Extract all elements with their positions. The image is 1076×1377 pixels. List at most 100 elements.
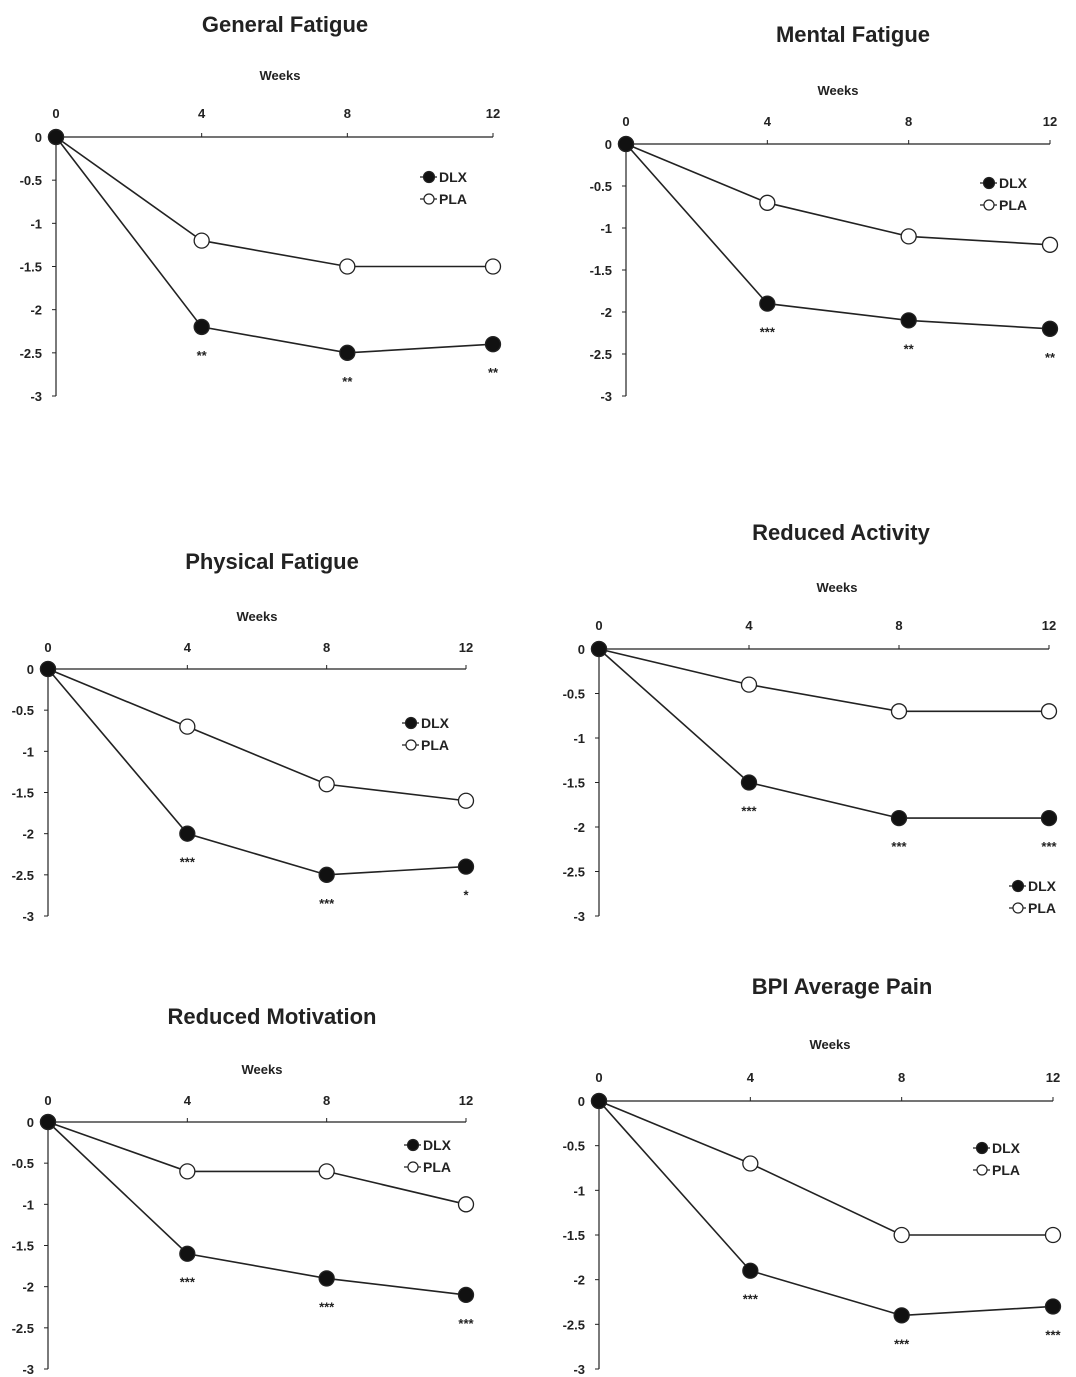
significance-label: **	[1045, 350, 1056, 365]
legend-label-pla: PLA	[992, 1162, 1020, 1178]
legend-label-dlx: DLX	[421, 715, 450, 731]
x-tick-label: 4	[184, 640, 192, 655]
y-tick-label: -2	[22, 827, 34, 842]
x-axis-label: Weeks	[810, 1037, 851, 1052]
chart-title: Reduced Activity	[752, 520, 930, 545]
y-tick-label: 0	[27, 1115, 34, 1130]
y-tick-label: -1	[22, 744, 34, 759]
data-point-dlx	[39, 1113, 57, 1131]
series-line-dlx	[598, 1100, 1054, 1317]
data-point-dlx	[1044, 1298, 1062, 1315]
legend-label-dlx: DLX	[992, 1140, 1021, 1156]
x-tick-label: 12	[459, 1093, 473, 1108]
x-tick-label: 8	[905, 114, 912, 129]
data-point-dlx	[590, 640, 608, 658]
y-tick-label: -1	[22, 1197, 34, 1212]
significance-label: ***	[1045, 1327, 1061, 1342]
y-tick-label: -2.5	[12, 868, 34, 883]
x-tick-label: 8	[898, 1070, 905, 1085]
data-point-dlx	[457, 1286, 475, 1304]
x-tick-label: 8	[344, 106, 351, 121]
y-tick-label: -2.5	[20, 346, 42, 361]
significance-label: ***	[760, 325, 776, 340]
series-line-pla	[55, 136, 493, 268]
y-tick-label: -2.5	[563, 1317, 585, 1332]
x-tick-label: 4	[745, 618, 753, 633]
legend-marker-dlx	[404, 716, 418, 730]
y-tick-label: -0.5	[12, 703, 34, 718]
data-point-dlx	[900, 312, 917, 329]
data-point-pla	[740, 676, 758, 693]
data-point-pla	[179, 718, 196, 735]
data-point-dlx	[179, 825, 196, 842]
x-axis-label: Weeks	[260, 68, 301, 83]
significance-label: ***	[743, 1292, 759, 1307]
data-point-pla	[179, 1163, 196, 1180]
x-axis-label: Weeks	[237, 609, 278, 624]
x-axis-label: Weeks	[818, 83, 859, 98]
legend-marker-dlx	[1011, 879, 1025, 893]
significance-label: ***	[458, 1316, 474, 1331]
significance-label: **	[342, 374, 353, 389]
x-axis-label: Weeks	[242, 1062, 283, 1077]
y-tick-label: -0.5	[20, 173, 42, 188]
significance-label: ***	[180, 855, 196, 870]
chart-panel-3: Physical Fatigue Weeks 0 4 8 12 0 -0.5 -1 -1.5 -2 -…	[12, 549, 475, 924]
legend-label-dlx: DLX	[423, 1137, 452, 1153]
x-tick-label: 12	[459, 640, 473, 655]
x-tick-label: 12	[1043, 114, 1057, 129]
chart-panel-1: General Fatigue Weeks 0 4 8 12 0 -0.5 -1 -1.5 -2 -2…	[20, 12, 502, 404]
y-tick-label: -1.5	[563, 1228, 585, 1243]
y-tick-label: -1.5	[20, 260, 42, 275]
data-point-pla	[193, 232, 210, 249]
legend-label-pla: PLA	[999, 197, 1027, 213]
y-tick-label: 0	[578, 1094, 585, 1109]
legend-label-pla: PLA	[421, 737, 449, 753]
chart-panel-5: Reduced Motivation Weeks 0 4 8 12 0 -0.5 -1 -1.5 -…	[12, 1004, 475, 1377]
x-tick-label: 12	[1042, 618, 1056, 633]
y-tick-label: -2.5	[590, 347, 612, 362]
x-tick-label: 0	[595, 618, 602, 633]
y-tick-label: -0.5	[563, 687, 585, 702]
data-point-dlx	[742, 1262, 759, 1279]
series-line-pla	[47, 668, 467, 802]
data-point-pla	[457, 1196, 475, 1213]
data-point-dlx	[893, 1307, 910, 1324]
data-point-dlx	[484, 336, 502, 353]
y-tick-label: -1.5	[12, 1239, 34, 1254]
y-tick-label: -0.5	[12, 1156, 34, 1171]
data-point-dlx	[590, 1092, 608, 1110]
series-line-pla	[47, 1121, 467, 1206]
legend-label-dlx: DLX	[1028, 878, 1057, 894]
series-line-pla	[598, 648, 1049, 713]
data-point-dlx	[617, 135, 635, 153]
legend-marker-pla	[405, 739, 417, 751]
series-line-pla	[625, 143, 1051, 246]
data-point-pla	[893, 1226, 910, 1244]
significance-label: *	[463, 888, 469, 903]
data-point-dlx	[1040, 809, 1058, 827]
series-line-dlx	[47, 668, 467, 876]
y-tick-label: -2	[22, 1280, 34, 1295]
chart-title: BPI Average Pain	[752, 974, 933, 999]
series-line-dlx	[55, 136, 494, 354]
data-point-pla	[484, 258, 502, 275]
data-point-dlx	[318, 866, 335, 883]
legend-marker-dlx	[975, 1141, 989, 1155]
data-point-pla	[1040, 703, 1058, 720]
legend-marker-pla	[423, 193, 435, 205]
data-point-pla	[890, 703, 908, 720]
significance-label: ***	[180, 1275, 196, 1290]
x-tick-label: 8	[323, 1093, 330, 1108]
legend-marker-pla	[976, 1164, 988, 1176]
significance-label: **	[197, 348, 208, 363]
x-tick-label: 8	[895, 618, 902, 633]
x-tick-label: 8	[323, 640, 330, 655]
y-tick-label: -2	[600, 305, 612, 320]
x-axis-label: Weeks	[817, 580, 858, 595]
legend-label-pla: PLA	[1028, 900, 1056, 916]
significance-label: **	[488, 365, 499, 380]
y-tick-label: -1	[30, 216, 42, 231]
data-point-dlx	[193, 318, 210, 336]
